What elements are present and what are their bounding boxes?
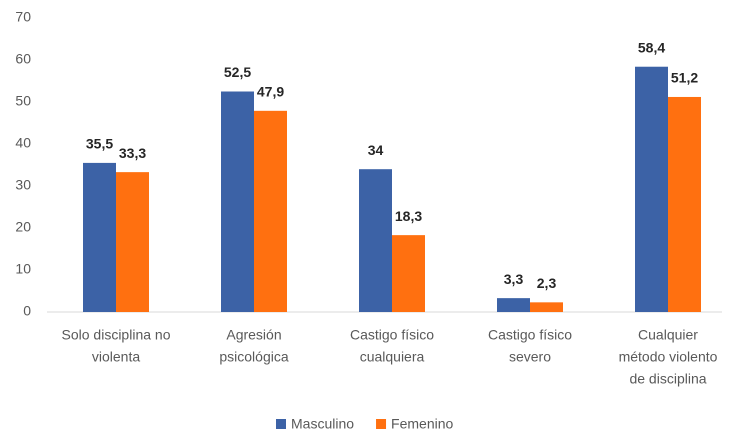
legend-swatch — [376, 419, 387, 429]
x-tick-label: Castigo físico — [350, 327, 434, 343]
value-label: 52,5 — [224, 64, 251, 80]
value-label: 2,3 — [537, 275, 557, 291]
value-label: 18,3 — [395, 208, 422, 224]
x-tick-label: Castigo físico — [488, 327, 572, 343]
value-label: 51,2 — [671, 70, 698, 86]
x-tick-label: método violento — [619, 349, 718, 365]
y-tick-label: 20 — [15, 219, 31, 235]
bar — [497, 298, 530, 312]
value-label: 58,4 — [638, 39, 665, 55]
bar — [530, 302, 563, 312]
y-tick-label: 30 — [15, 177, 31, 193]
y-tick-label: 50 — [15, 93, 31, 109]
value-label: 33,3 — [119, 145, 146, 161]
y-tick-label: 10 — [15, 261, 31, 277]
legend-label: Masculino — [291, 416, 354, 432]
bar — [359, 169, 392, 312]
bar — [392, 235, 425, 312]
value-label: 35,5 — [86, 136, 113, 152]
value-label: 3,3 — [504, 271, 524, 287]
x-tick-label: Agresión — [226, 327, 281, 343]
x-tick-label: psicológica — [219, 349, 288, 365]
bar — [635, 66, 668, 312]
legend-label: Femenino — [391, 416, 453, 432]
y-tick-label: 70 — [15, 9, 31, 25]
legend-swatch — [276, 419, 286, 429]
bar — [221, 91, 254, 312]
x-tick-label: severo — [509, 349, 551, 365]
y-tick-label: 60 — [15, 51, 31, 67]
bar — [116, 172, 149, 312]
x-tick-label: Cualquier — [638, 327, 698, 343]
y-tick-label: 0 — [23, 303, 31, 319]
value-label: 34 — [368, 142, 384, 158]
bar — [83, 162, 116, 312]
bar — [254, 110, 287, 312]
bar — [668, 96, 701, 313]
y-tick-label: 40 — [15, 135, 31, 151]
value-label: 47,9 — [257, 84, 284, 100]
x-tick-label: violenta — [92, 349, 140, 365]
x-tick-label: cualquiera — [360, 349, 425, 365]
x-tick-label: Solo disciplina no — [62, 327, 171, 343]
x-tick-label: de disciplina — [629, 371, 706, 387]
